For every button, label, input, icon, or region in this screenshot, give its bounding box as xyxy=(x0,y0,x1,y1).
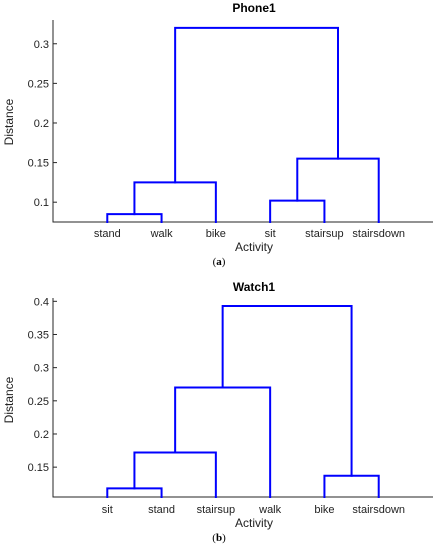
y-tick-label: 0.3 xyxy=(34,363,49,375)
y-axis-ticks: 0.1 0.15 0.2 0.25 0.3 xyxy=(28,39,380,222)
chart-title: Watch1 xyxy=(233,280,276,294)
leaf-label: bike xyxy=(206,228,226,240)
caption-letter-a: a xyxy=(216,256,222,268)
y-axis-label: Distance xyxy=(2,376,16,423)
dendrogram-panel-b: Watch1 0.15 0.2 0.25 0.3 0.35 0.4 sit stand sta… xyxy=(2,280,433,544)
dendrogram-links xyxy=(106,26,380,223)
dendrogram-link xyxy=(133,181,217,223)
y-tick-label: 0.15 xyxy=(28,158,49,170)
dendrogram-link xyxy=(133,451,217,498)
leaf-label: bike xyxy=(314,504,334,516)
dendrogram-link xyxy=(174,26,339,184)
y-tick-label: 0.1 xyxy=(34,197,49,209)
y-tick-label: 0.4 xyxy=(34,296,49,308)
y-tick-label: 0.2 xyxy=(34,118,49,130)
dendrogram-panel-a: Phone1 0.1 0.15 0.2 0.25 0.3 stand walk bike si… xyxy=(2,1,433,268)
panel-caption-b: (b) xyxy=(212,532,226,544)
chart-title: Phone1 xyxy=(232,1,276,15)
dendrogram-link xyxy=(296,157,380,223)
y-tick-label: 0.25 xyxy=(28,396,49,408)
y-axis-label: Distance xyxy=(2,98,16,145)
leaf-label: stand xyxy=(94,228,121,240)
y-tick-label: 0.2 xyxy=(34,429,49,441)
dendrogram-link xyxy=(106,487,163,498)
caption-letter-b: b xyxy=(216,532,222,544)
dendrogram-link xyxy=(269,199,326,223)
leaf-label: sit xyxy=(102,504,113,516)
y-axis-ticks: 0.15 0.2 0.25 0.3 0.35 0.4 xyxy=(28,296,380,497)
axis-lines xyxy=(52,298,433,498)
y-tick-label: 0.3 xyxy=(34,39,49,51)
leaf-label: stairsup xyxy=(197,504,236,516)
leaf-label: walk xyxy=(150,228,174,240)
leaf-label: sit xyxy=(265,228,276,240)
y-tick-label: 0.25 xyxy=(28,78,49,90)
axis-lines xyxy=(52,20,433,223)
dendrogram-link xyxy=(221,304,353,477)
dendrogram-link xyxy=(174,386,272,498)
panel-caption-a: (a) xyxy=(213,256,226,268)
leaf-label: stairsup xyxy=(305,228,344,240)
dendrogram-link xyxy=(323,474,380,498)
y-tick-label: 0.35 xyxy=(28,329,49,341)
leaf-labels: sit stand stairsup walk bike stairsdown xyxy=(102,504,405,516)
leaf-labels: stand walk bike sit stairsup stairsdown xyxy=(94,228,405,240)
leaf-label: stairsdown xyxy=(352,504,405,516)
dendrogram-links xyxy=(106,304,380,498)
leaf-label: stairsdown xyxy=(352,228,405,240)
y-tick-label: 0.15 xyxy=(28,462,49,474)
dendrogram-link xyxy=(106,213,163,223)
x-axis-label: Activity xyxy=(235,516,273,530)
leaf-label: walk xyxy=(258,504,282,516)
x-axis-label: Activity xyxy=(235,240,273,254)
leaf-label: stand xyxy=(148,504,175,516)
